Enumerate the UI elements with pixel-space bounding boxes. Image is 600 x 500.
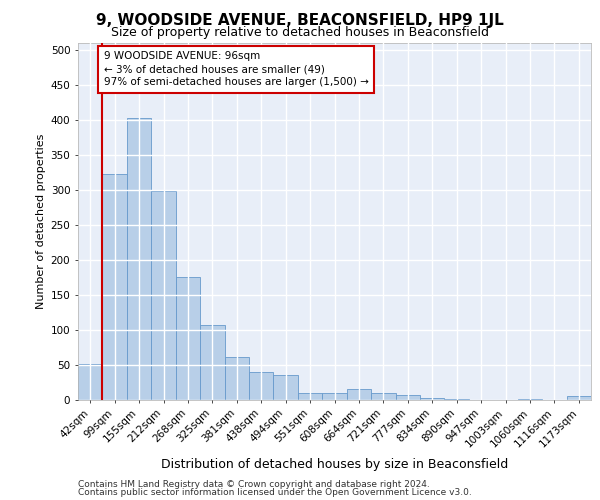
Bar: [127, 118, 151, 400]
Bar: [224, 356, 249, 400]
Bar: [274, 376, 298, 400]
Bar: [103, 174, 127, 400]
Bar: [322, 393, 347, 400]
Bar: [566, 396, 591, 400]
Y-axis label: Number of detached properties: Number of detached properties: [37, 134, 46, 309]
Bar: [78, 364, 103, 400]
Bar: [347, 390, 371, 400]
Bar: [249, 372, 274, 400]
Text: 9, WOODSIDE AVENUE, BEACONSFIELD, HP9 1JL: 9, WOODSIDE AVENUE, BEACONSFIELD, HP9 1J…: [96, 12, 504, 28]
Bar: [298, 393, 322, 400]
Bar: [395, 395, 420, 400]
X-axis label: Distribution of detached houses by size in Beaconsfield: Distribution of detached houses by size …: [161, 458, 508, 470]
Bar: [176, 278, 200, 400]
Bar: [371, 393, 395, 400]
Text: Contains HM Land Registry data © Crown copyright and database right 2024.: Contains HM Land Registry data © Crown c…: [78, 480, 430, 489]
Bar: [200, 325, 224, 400]
Text: 9 WOODSIDE AVENUE: 96sqm
← 3% of detached houses are smaller (49)
97% of semi-de: 9 WOODSIDE AVENUE: 96sqm ← 3% of detache…: [104, 51, 368, 88]
Bar: [420, 398, 445, 400]
Text: Size of property relative to detached houses in Beaconsfield: Size of property relative to detached ho…: [111, 26, 489, 39]
Text: Contains public sector information licensed under the Open Government Licence v3: Contains public sector information licen…: [78, 488, 472, 497]
Bar: [151, 191, 176, 400]
